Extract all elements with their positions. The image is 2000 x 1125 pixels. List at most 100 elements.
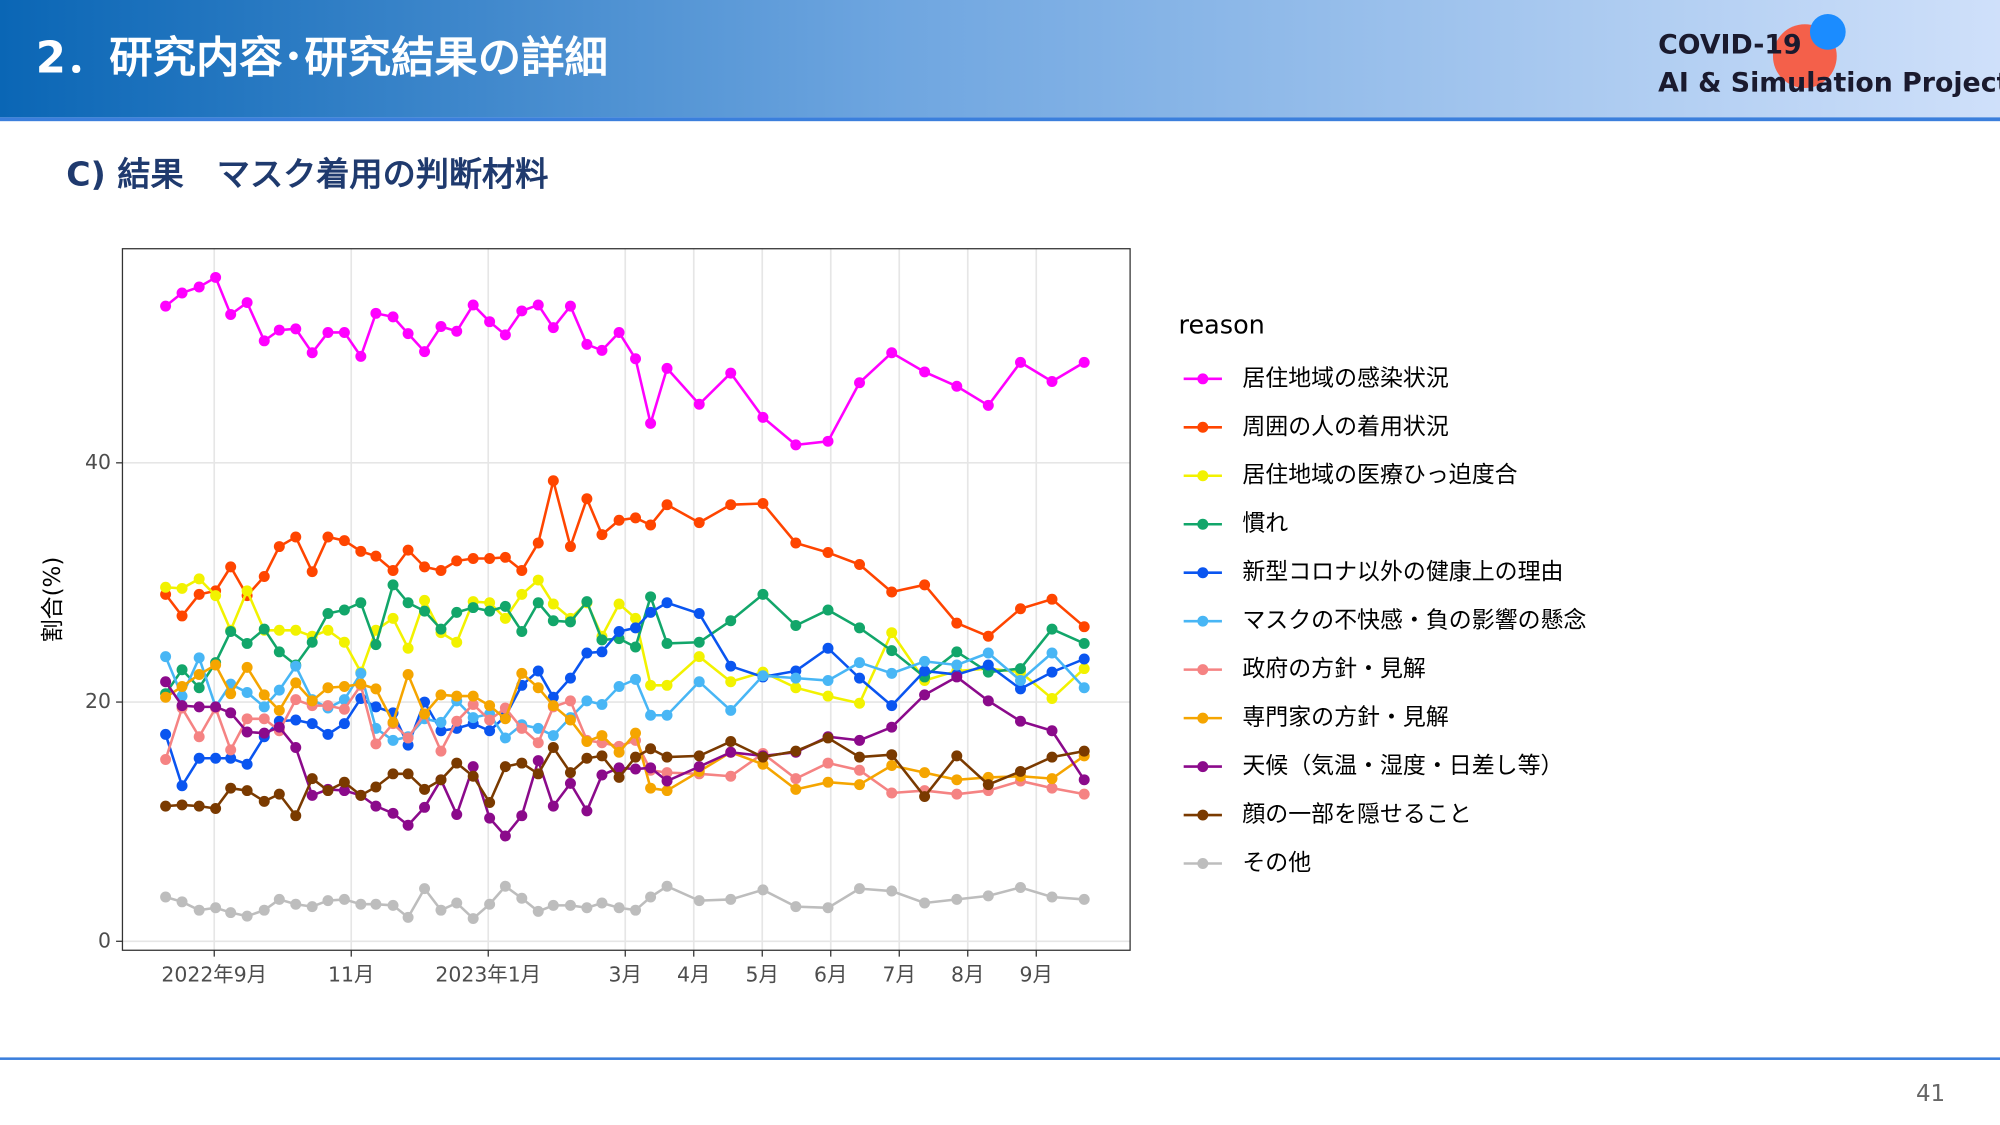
data-point xyxy=(564,899,576,911)
data-point xyxy=(419,708,431,720)
data-point xyxy=(886,787,898,799)
data-point xyxy=(467,761,479,773)
data-point xyxy=(982,695,994,707)
data-point xyxy=(225,309,237,320)
legend-label: マスクの不快感・負の影響の懸念 xyxy=(1242,608,1586,634)
data-point xyxy=(499,551,511,563)
data-point xyxy=(467,553,479,565)
data-point xyxy=(757,751,769,763)
legend-label: 周囲の人の着用状況 xyxy=(1242,414,1449,440)
data-point xyxy=(484,605,496,617)
data-point xyxy=(210,803,222,814)
data-point xyxy=(951,750,963,762)
data-point xyxy=(210,271,222,283)
data-point xyxy=(951,671,963,683)
legend-title: reason xyxy=(1179,311,1265,341)
data-point xyxy=(613,771,625,783)
data-point xyxy=(613,626,625,637)
data-point xyxy=(1046,666,1058,678)
data-point xyxy=(613,762,625,774)
data-point xyxy=(370,800,382,812)
legend-swatch xyxy=(1197,664,1209,676)
data-point xyxy=(193,800,205,812)
legend-label: 天候（気温・湿度・日差し等） xyxy=(1242,753,1563,779)
data-point xyxy=(1015,663,1026,675)
data-point xyxy=(596,634,608,646)
data-point xyxy=(613,514,625,526)
data-point xyxy=(484,553,496,565)
data-point xyxy=(258,795,270,807)
data-point xyxy=(402,819,414,831)
legend-label: 新型コロナ以外の健康上の理由 xyxy=(1242,559,1563,585)
data-point xyxy=(176,780,188,792)
data-point xyxy=(919,767,931,779)
data-point xyxy=(176,896,188,908)
data-point xyxy=(596,750,608,762)
data-point xyxy=(532,537,544,549)
data-point xyxy=(225,626,237,637)
data-point xyxy=(693,651,705,663)
data-point xyxy=(532,722,544,734)
data-point xyxy=(596,730,608,742)
legend-swatch xyxy=(1197,809,1209,821)
legend-swatch xyxy=(1197,373,1209,385)
data-point xyxy=(596,344,608,356)
data-point xyxy=(854,779,866,791)
data-point xyxy=(435,774,447,786)
data-point xyxy=(176,799,188,811)
data-point xyxy=(854,657,866,669)
data-point xyxy=(547,730,559,742)
data-point xyxy=(757,411,769,423)
data-point xyxy=(693,398,705,410)
legend-swatch xyxy=(1197,421,1209,433)
data-point xyxy=(630,612,642,624)
data-point xyxy=(355,667,367,679)
logo-circle xyxy=(1809,14,1846,50)
data-point xyxy=(581,493,593,505)
data-point xyxy=(661,880,673,892)
legend-swatch xyxy=(1197,518,1209,530)
data-point xyxy=(306,901,318,913)
data-point xyxy=(516,810,528,822)
data-point xyxy=(919,689,931,701)
data-point xyxy=(210,590,222,602)
data-point xyxy=(1046,773,1058,785)
data-point xyxy=(387,899,399,911)
data-point xyxy=(210,902,222,914)
data-point xyxy=(290,898,302,910)
data-point xyxy=(790,439,802,451)
data-point xyxy=(241,637,253,649)
data-point xyxy=(1078,682,1090,694)
data-point xyxy=(645,606,657,618)
data-point xyxy=(338,694,350,706)
data-point xyxy=(725,736,737,748)
legend-swatch xyxy=(1197,615,1209,627)
data-point xyxy=(822,435,834,447)
data-point xyxy=(757,588,769,600)
data-point xyxy=(822,547,834,559)
data-point xyxy=(661,751,673,763)
data-point xyxy=(790,783,802,795)
data-point xyxy=(822,902,834,914)
data-point xyxy=(241,297,253,309)
data-point xyxy=(355,597,367,609)
data-point xyxy=(951,774,963,786)
data-point xyxy=(532,755,544,767)
data-point xyxy=(451,690,463,702)
legend-swatch xyxy=(1197,858,1209,870)
data-point xyxy=(630,727,642,739)
data-point xyxy=(725,893,737,905)
data-point xyxy=(1046,647,1058,659)
data-point xyxy=(645,679,657,691)
data-point xyxy=(241,726,253,738)
data-point xyxy=(225,744,237,756)
data-point xyxy=(596,529,608,541)
data-point xyxy=(532,299,544,311)
data-point xyxy=(886,645,898,657)
data-point xyxy=(661,775,673,787)
data-point xyxy=(982,890,994,902)
data-point xyxy=(419,594,431,606)
x-tick-label: 4月 xyxy=(677,963,710,987)
data-point xyxy=(581,736,593,748)
data-point xyxy=(241,758,253,770)
